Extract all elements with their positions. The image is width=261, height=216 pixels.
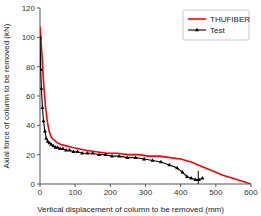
y-tick-label: 20 (26, 151, 35, 160)
point-marker (42, 119, 46, 123)
point-marker (175, 166, 179, 170)
y-tick-label: 60 (26, 92, 35, 101)
y-tick (37, 8, 40, 9)
x-tick-label: 400 (174, 188, 188, 197)
chart: 0 100 200 300 400 500 600 0 20 40 60 80 100 120 Vertic… (0, 0, 261, 216)
x-tick-label: 0 (38, 188, 43, 197)
point-marker (151, 158, 155, 162)
x-tick-label: 600 (244, 188, 258, 197)
point-marker (71, 150, 75, 154)
point-marker (56, 145, 60, 149)
y-tick (37, 184, 40, 185)
legend-marker (195, 28, 199, 32)
x-tick-label: 200 (104, 188, 118, 197)
point-marker (142, 157, 146, 161)
y-tick-label: 40 (26, 121, 35, 130)
x-axis-label: Vertical displacement of column to be re… (37, 205, 224, 214)
point-marker (159, 160, 163, 164)
series-line (40, 27, 251, 184)
annotation-line (198, 171, 199, 184)
point-marker (68, 148, 72, 152)
y-tick (37, 96, 40, 97)
point-marker (97, 152, 101, 156)
point-marker (80, 151, 84, 155)
point-marker (91, 151, 95, 155)
x-tick (251, 184, 252, 187)
point-marker (43, 129, 47, 133)
x-tick (180, 184, 181, 187)
x-tick-label: 300 (139, 188, 153, 197)
point-marker (167, 163, 171, 167)
point-marker (76, 150, 80, 154)
point-marker (103, 152, 107, 156)
legend: THUFIBER Test (183, 10, 250, 40)
y-tick-label: 100 (22, 33, 36, 42)
point-marker (110, 154, 114, 158)
point-marker (189, 176, 193, 180)
point-marker (40, 35, 42, 39)
point-marker (40, 86, 43, 90)
point-marker (40, 106, 44, 110)
legend-swatch (188, 18, 206, 20)
y-tick (37, 125, 40, 126)
point-marker (40, 67, 43, 71)
y-tick-label: 120 (22, 4, 36, 13)
point-marker (200, 176, 204, 180)
y-axis-label: Axial force of column to be removed (kN) (2, 23, 11, 168)
x-tick (75, 184, 76, 187)
point-marker (185, 174, 189, 178)
y-tick-label: 0 (31, 180, 36, 189)
legend-label: Test (210, 26, 225, 35)
x-tick (110, 184, 111, 187)
x-tick (215, 184, 216, 187)
point-marker (134, 155, 138, 159)
plot-area (40, 27, 251, 184)
y-tick (37, 37, 40, 38)
axes: 0 100 200 300 400 500 600 0 20 40 60 80 100 120 (22, 4, 259, 197)
y-tick (37, 66, 40, 67)
x-tick (145, 184, 146, 187)
point-marker (64, 148, 68, 152)
point-marker (61, 147, 65, 151)
x-tick-label: 500 (209, 188, 223, 197)
point-marker (85, 151, 89, 155)
point-marker (180, 170, 184, 174)
point-marker (193, 177, 197, 181)
y-tick-label: 80 (26, 63, 35, 72)
point-marker (125, 155, 129, 159)
series-line (40, 37, 202, 179)
point-marker (117, 154, 121, 158)
x-tick-label: 100 (68, 188, 82, 197)
legend-label: THUFIBER (210, 15, 250, 24)
y-tick (37, 154, 40, 155)
point-marker (197, 177, 201, 181)
